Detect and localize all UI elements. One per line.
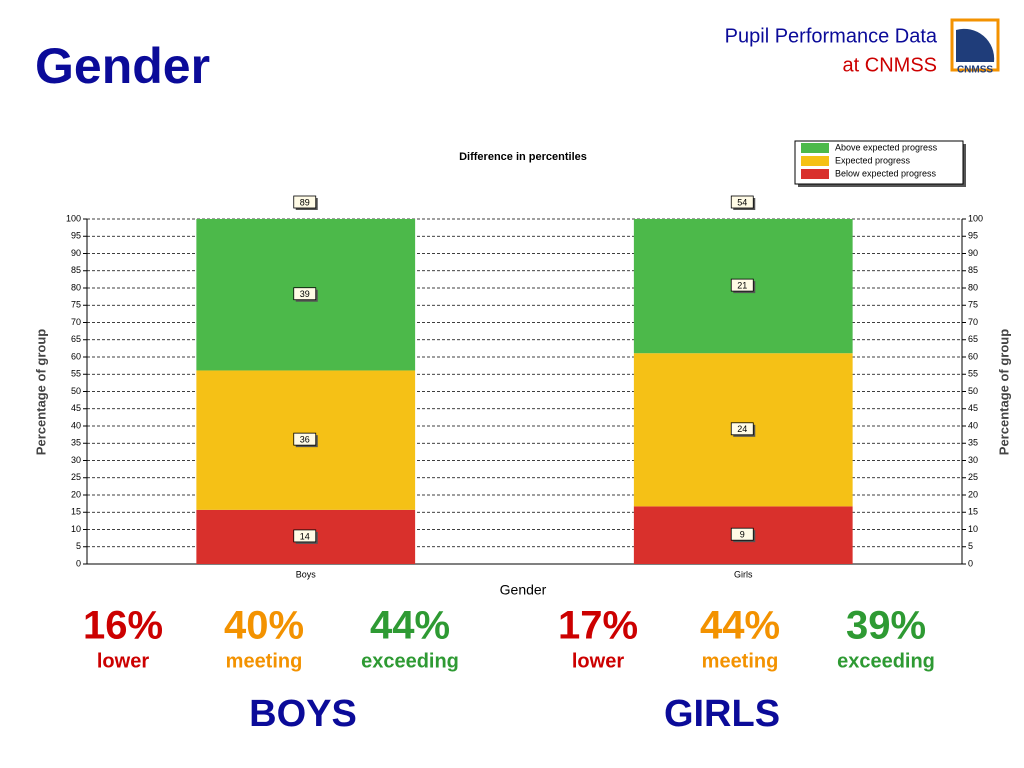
summary-value: 17% bbox=[558, 604, 638, 648]
summary-caption: meeting bbox=[702, 650, 779, 672]
y-tick-label: 35 bbox=[71, 438, 81, 448]
y-tick-label: 75 bbox=[71, 300, 81, 310]
y-tick-label: 60 bbox=[71, 351, 81, 361]
group-label: BOYS bbox=[249, 693, 357, 735]
y2-tick-label: 10 bbox=[968, 524, 978, 534]
group-label: GIRLS bbox=[664, 693, 780, 735]
y2-tick-label: 85 bbox=[968, 265, 978, 275]
legend-label: Below expected progress bbox=[835, 168, 937, 178]
slide-title: Gender bbox=[35, 38, 210, 94]
y-tick-label: 80 bbox=[71, 282, 81, 292]
x-axis-label: Gender bbox=[500, 582, 547, 598]
y2-tick-label: 60 bbox=[968, 351, 978, 361]
x-tick-label: Girls bbox=[734, 569, 753, 579]
y2-axis-label: Percentage of group bbox=[996, 329, 1011, 455]
y2-tick-label: 25 bbox=[968, 472, 978, 482]
y2-tick-label: 35 bbox=[968, 438, 978, 448]
legend-swatch bbox=[801, 143, 829, 153]
y-axis-label: Percentage of group bbox=[33, 329, 48, 455]
y2-tick-label: 90 bbox=[968, 248, 978, 258]
label-box bbox=[293, 195, 317, 209]
y2-tick-label: 15 bbox=[968, 507, 978, 517]
count-label: 36 bbox=[300, 435, 310, 445]
y-tick-label: 20 bbox=[71, 489, 81, 499]
x-tick-label: Boys bbox=[296, 569, 317, 579]
y2-tick-label: 70 bbox=[968, 317, 978, 327]
summary-value: 40% bbox=[224, 604, 304, 648]
y-tick-label: 85 bbox=[71, 265, 81, 275]
y2-tick-label: 30 bbox=[968, 455, 978, 465]
label-box bbox=[730, 422, 754, 436]
logo: CNMSS bbox=[950, 18, 1000, 76]
y-tick-label: 0 bbox=[76, 558, 81, 568]
logo-shape bbox=[956, 28, 995, 62]
summary-value: 16% bbox=[83, 604, 163, 648]
label-box bbox=[293, 529, 317, 543]
y2-tick-label: 0 bbox=[968, 558, 973, 568]
label-box bbox=[293, 287, 317, 301]
y2-tick-label: 100 bbox=[968, 213, 983, 223]
y2-tick-label: 40 bbox=[968, 420, 978, 430]
y-tick-label: 55 bbox=[71, 369, 81, 379]
y-tick-label: 70 bbox=[71, 317, 81, 327]
y-tick-label: 5 bbox=[76, 541, 81, 551]
summary-caption: meeting bbox=[226, 650, 303, 672]
y2-tick-label: 5 bbox=[968, 541, 973, 551]
count-label: 14 bbox=[300, 531, 310, 541]
label-box bbox=[730, 527, 754, 541]
y2-tick-label: 20 bbox=[968, 489, 978, 499]
y-tick-label: 100 bbox=[66, 213, 81, 223]
count-label: 21 bbox=[737, 280, 747, 290]
logo-text: CNMSS bbox=[957, 65, 993, 76]
legend-swatch bbox=[801, 156, 829, 166]
y2-tick-label: 75 bbox=[968, 300, 978, 310]
label-box bbox=[293, 432, 317, 446]
total-label: 54 bbox=[737, 197, 747, 207]
y-tick-label: 10 bbox=[71, 524, 81, 534]
summary-caption: exceeding bbox=[837, 650, 935, 672]
y-tick-label: 65 bbox=[71, 334, 81, 344]
label-box bbox=[730, 195, 754, 209]
y2-tick-label: 50 bbox=[968, 386, 978, 396]
count-label: 24 bbox=[737, 424, 747, 434]
y2-tick-label: 55 bbox=[968, 369, 978, 379]
summary-caption: lower bbox=[572, 650, 624, 672]
y-tick-label: 95 bbox=[71, 231, 81, 241]
y-tick-label: 30 bbox=[71, 455, 81, 465]
summary-caption: lower bbox=[97, 650, 149, 672]
y2-tick-label: 95 bbox=[968, 231, 978, 241]
y-tick-label: 45 bbox=[71, 403, 81, 413]
y-tick-label: 50 bbox=[71, 386, 81, 396]
subtitle: Pupil Performance Data bbox=[725, 25, 938, 47]
y-tick-label: 15 bbox=[71, 507, 81, 517]
legend-swatch bbox=[801, 169, 829, 179]
chart-title: Difference in percentiles bbox=[459, 151, 587, 163]
summary-value: 44% bbox=[370, 604, 450, 648]
legend-label: Expected progress bbox=[835, 155, 911, 165]
total-label: 89 bbox=[300, 197, 310, 207]
summary-value: 44% bbox=[700, 604, 780, 648]
subtitle: at CNMSS bbox=[843, 54, 937, 76]
y2-tick-label: 45 bbox=[968, 403, 978, 413]
y-tick-label: 40 bbox=[71, 420, 81, 430]
y-tick-label: 25 bbox=[71, 472, 81, 482]
y-tick-label: 90 bbox=[71, 248, 81, 258]
summary-caption: exceeding bbox=[361, 650, 459, 672]
legend-label: Above expected progress bbox=[835, 142, 938, 152]
label-box bbox=[730, 278, 754, 292]
y2-tick-label: 65 bbox=[968, 334, 978, 344]
count-label: 39 bbox=[300, 289, 310, 299]
y2-tick-label: 80 bbox=[968, 282, 978, 292]
summary-value: 39% bbox=[846, 604, 926, 648]
count-label: 9 bbox=[740, 530, 745, 540]
